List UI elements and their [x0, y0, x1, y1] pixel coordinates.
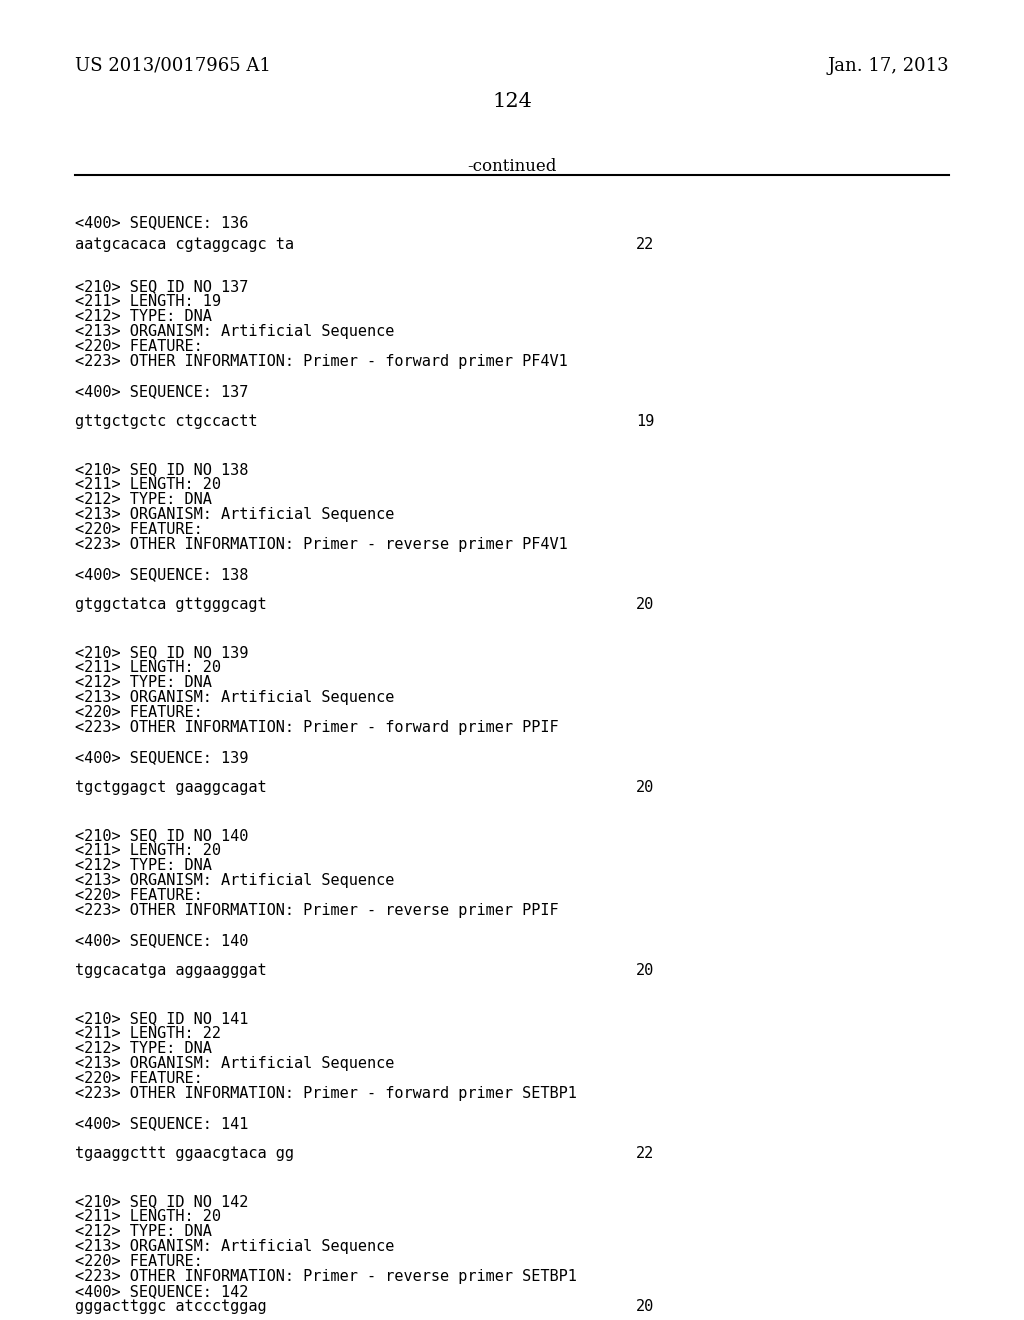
Text: -continued: -continued	[467, 158, 557, 176]
Text: 22: 22	[636, 1146, 654, 1162]
Text: <400> SEQUENCE: 140: <400> SEQUENCE: 140	[75, 933, 249, 948]
Text: <400> SEQUENCE: 141: <400> SEQUENCE: 141	[75, 1115, 249, 1131]
Text: <400> SEQUENCE: 137: <400> SEQUENCE: 137	[75, 384, 249, 399]
Text: <211> LENGTH: 22: <211> LENGTH: 22	[75, 1026, 221, 1041]
Text: <210> SEQ ID NO 137: <210> SEQ ID NO 137	[75, 279, 249, 294]
Text: <213> ORGANISM: Artificial Sequence: <213> ORGANISM: Artificial Sequence	[75, 507, 394, 521]
Text: 20: 20	[636, 780, 654, 795]
Text: <210> SEQ ID NO 141: <210> SEQ ID NO 141	[75, 1011, 249, 1026]
Text: <213> ORGANISM: Artificial Sequence: <213> ORGANISM: Artificial Sequence	[75, 323, 394, 339]
Text: 22: 22	[636, 238, 654, 252]
Text: gtggctatca gttgggcagt: gtggctatca gttgggcagt	[75, 597, 266, 612]
Text: 20: 20	[636, 964, 654, 978]
Text: tgctggagct gaaggcagat: tgctggagct gaaggcagat	[75, 780, 266, 795]
Text: <223> OTHER INFORMATION: Primer - forward primer SETBP1: <223> OTHER INFORMATION: Primer - forwar…	[75, 1086, 577, 1101]
Text: <211> LENGTH: 20: <211> LENGTH: 20	[75, 660, 221, 675]
Text: <223> OTHER INFORMATION: Primer - reverse primer PPIF: <223> OTHER INFORMATION: Primer - revers…	[75, 903, 559, 917]
Text: <400> SEQUENCE: 138: <400> SEQUENCE: 138	[75, 568, 249, 582]
Text: gttgctgctc ctgccactt: gttgctgctc ctgccactt	[75, 414, 257, 429]
Text: <220> FEATURE:: <220> FEATURE:	[75, 1254, 203, 1269]
Text: 19: 19	[636, 414, 654, 429]
Text: <220> FEATURE:: <220> FEATURE:	[75, 1071, 203, 1086]
Text: <213> ORGANISM: Artificial Sequence: <213> ORGANISM: Artificial Sequence	[75, 873, 394, 888]
Text: US 2013/0017965 A1: US 2013/0017965 A1	[75, 57, 271, 75]
Text: <223> OTHER INFORMATION: Primer - reverse primer PF4V1: <223> OTHER INFORMATION: Primer - revers…	[75, 537, 567, 552]
Text: <213> ORGANISM: Artificial Sequence: <213> ORGANISM: Artificial Sequence	[75, 1056, 394, 1071]
Text: 124: 124	[493, 92, 531, 111]
Text: <223> OTHER INFORMATION: Primer - forward primer PF4V1: <223> OTHER INFORMATION: Primer - forwar…	[75, 354, 567, 370]
Text: tggcacatga aggaagggat: tggcacatga aggaagggat	[75, 964, 266, 978]
Text: <210> SEQ ID NO 140: <210> SEQ ID NO 140	[75, 828, 249, 843]
Text: <212> TYPE: DNA: <212> TYPE: DNA	[75, 309, 212, 323]
Text: <223> OTHER INFORMATION: Primer - reverse primer SETBP1: <223> OTHER INFORMATION: Primer - revers…	[75, 1269, 577, 1284]
Text: <210> SEQ ID NO 142: <210> SEQ ID NO 142	[75, 1195, 249, 1209]
Text: <220> FEATURE:: <220> FEATURE:	[75, 705, 203, 719]
Text: aatgcacaca cgtaggcagc ta: aatgcacaca cgtaggcagc ta	[75, 238, 294, 252]
Text: <211> LENGTH: 19: <211> LENGTH: 19	[75, 294, 221, 309]
Text: gggacttggc atccctggag: gggacttggc atccctggag	[75, 1299, 266, 1313]
Text: <212> TYPE: DNA: <212> TYPE: DNA	[75, 675, 212, 690]
Text: Jan. 17, 2013: Jan. 17, 2013	[827, 57, 949, 75]
Text: <212> TYPE: DNA: <212> TYPE: DNA	[75, 858, 212, 873]
Text: 20: 20	[636, 597, 654, 612]
Text: <211> LENGTH: 20: <211> LENGTH: 20	[75, 843, 221, 858]
Text: <212> TYPE: DNA: <212> TYPE: DNA	[75, 492, 212, 507]
Text: <212> TYPE: DNA: <212> TYPE: DNA	[75, 1041, 212, 1056]
Text: <212> TYPE: DNA: <212> TYPE: DNA	[75, 1224, 212, 1239]
Text: <210> SEQ ID NO 139: <210> SEQ ID NO 139	[75, 645, 249, 660]
Text: <220> FEATURE:: <220> FEATURE:	[75, 339, 203, 354]
Text: <213> ORGANISM: Artificial Sequence: <213> ORGANISM: Artificial Sequence	[75, 690, 394, 705]
Text: <400> SEQUENCE: 136: <400> SEQUENCE: 136	[75, 215, 249, 230]
Text: <211> LENGTH: 20: <211> LENGTH: 20	[75, 1209, 221, 1224]
Text: <211> LENGTH: 20: <211> LENGTH: 20	[75, 477, 221, 492]
Text: <210> SEQ ID NO 138: <210> SEQ ID NO 138	[75, 462, 249, 477]
Text: 20: 20	[636, 1299, 654, 1313]
Text: <400> SEQUENCE: 142: <400> SEQUENCE: 142	[75, 1284, 249, 1299]
Text: <220> FEATURE:: <220> FEATURE:	[75, 888, 203, 903]
Text: <220> FEATURE:: <220> FEATURE:	[75, 521, 203, 537]
Text: <223> OTHER INFORMATION: Primer - forward primer PPIF: <223> OTHER INFORMATION: Primer - forwar…	[75, 719, 559, 735]
Text: <400> SEQUENCE: 139: <400> SEQUENCE: 139	[75, 750, 249, 766]
Text: tgaaggcttt ggaacgtaca gg: tgaaggcttt ggaacgtaca gg	[75, 1146, 294, 1162]
Text: <213> ORGANISM: Artificial Sequence: <213> ORGANISM: Artificial Sequence	[75, 1239, 394, 1254]
